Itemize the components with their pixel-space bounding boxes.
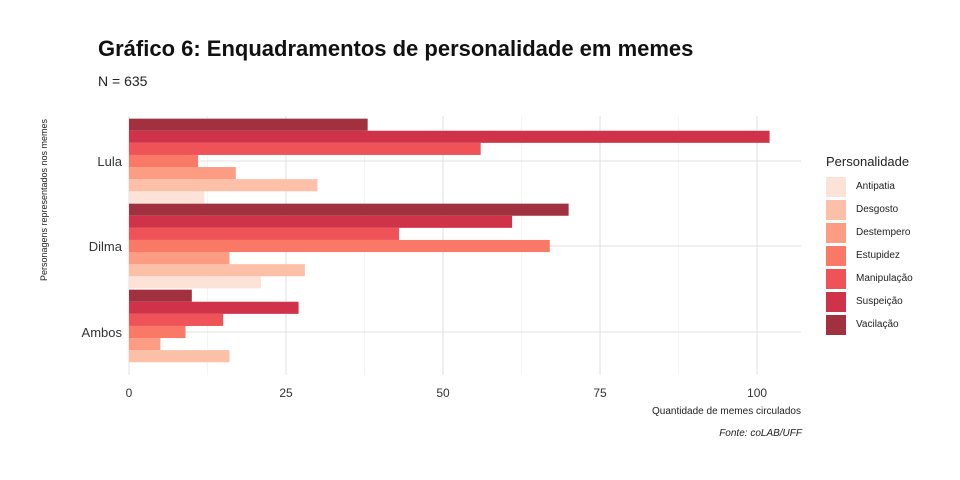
legend-label: Vacilação (856, 319, 899, 330)
bar-ambos-vacilação (129, 289, 192, 302)
bar-lula-manipulação (129, 142, 481, 155)
legend-label: Destempero (856, 227, 911, 238)
legend-item: Antipatia (826, 175, 913, 198)
bar-lula-vacilação (129, 118, 368, 131)
bar-dilma-estupidez (129, 239, 550, 253)
legend-swatch (826, 245, 846, 266)
y-tick-label: Dilma (89, 239, 123, 254)
bar-dilma-desgosto (129, 264, 305, 277)
x-axis-label: Quantidade de memes circulados (652, 406, 801, 417)
legend-item: Suspeição (826, 290, 913, 313)
bars-group (129, 118, 770, 363)
legend-label: Manipulação (856, 273, 913, 284)
legend-item: Destempero (826, 221, 913, 244)
bar-dilma-vacilação (129, 203, 569, 216)
bar-dilma-suspeição (129, 215, 513, 228)
legend-item: Estupidez (826, 244, 913, 267)
legend-label: Suspeição (856, 296, 903, 307)
chart-title: Gráfico 6: Enquadramentos de personalida… (98, 36, 694, 61)
y-axis-label: Personagens representados nos memes (39, 118, 49, 281)
bar-lula-estupidez (129, 154, 199, 168)
bar-lula-antipatia (129, 191, 205, 204)
bar-ambos-manipulação (129, 313, 224, 326)
bar-lula-destempero (129, 167, 236, 180)
y-tick-label: Ambos (82, 325, 123, 340)
x-tick-label: 0 (126, 386, 133, 400)
legend-title: Personalidade (826, 154, 910, 169)
bar-dilma-destempero (129, 252, 230, 265)
y-tick-labels: Lula Dilma Ambos (82, 154, 123, 340)
legend-swatch (826, 176, 846, 197)
bar-lula-desgosto (129, 179, 318, 192)
bar-dilma-manipulação (129, 227, 400, 240)
legend-swatch (826, 314, 846, 335)
legend-label: Desgosto (856, 204, 899, 215)
bar-lula-suspeição (129, 130, 770, 143)
legend-item: Desgosto (826, 198, 913, 221)
legend: Personalidade Antipatia Desgosto Destemper… (826, 154, 913, 336)
legend-swatch (826, 268, 846, 289)
bar-ambos-estupidez (129, 325, 186, 339)
chart-caption: Fonte: coLAB/UFF (719, 428, 802, 439)
legend-swatch (826, 199, 846, 220)
x-tick-label: 75 (593, 386, 607, 400)
x-tick-label: 50 (436, 386, 450, 400)
bar-dilma-antipatia (129, 276, 261, 289)
x-tick-label: 100 (747, 386, 767, 400)
legend-items: Antipatia Desgosto Destempero Estupidez Mani… (826, 175, 913, 336)
legend-swatch (826, 291, 846, 312)
legend-swatch (826, 222, 846, 243)
bar-ambos-destempero (129, 338, 161, 351)
y-tick-label: Lula (97, 154, 122, 169)
bar-ambos-desgosto (129, 350, 230, 363)
x-tick-label: 25 (279, 386, 293, 400)
legend-item: Manipulação (826, 267, 913, 290)
x-tick-labels: 0 25 50 75 100 (126, 386, 768, 400)
legend-label: Estupidez (856, 250, 900, 261)
bar-ambos-suspeição (129, 301, 299, 314)
chart-subtitle: N = 635 (98, 73, 148, 89)
legend-label: Antipatia (856, 181, 895, 192)
legend-item: Vacilação (826, 313, 913, 336)
